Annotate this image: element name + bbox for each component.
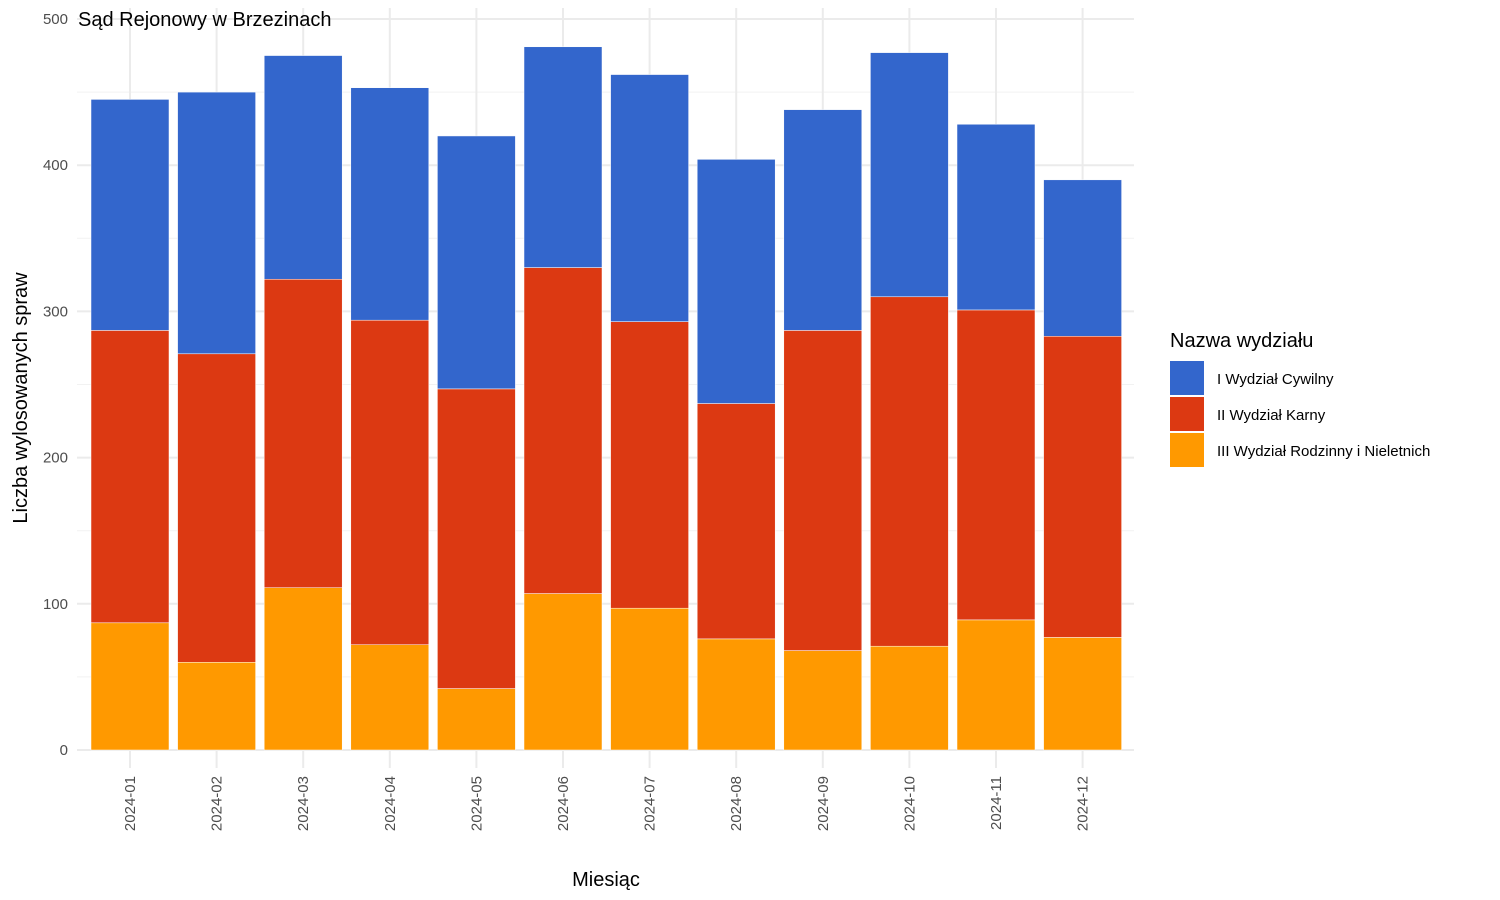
x-tick-label: 2024-12 <box>1075 776 1092 831</box>
x-tick-label: 2024-07 <box>642 776 659 831</box>
bar-2024-07-series-2 <box>610 321 689 609</box>
bar-2024-11-series-2 <box>956 309 1036 621</box>
legend-swatch <box>1170 433 1204 467</box>
x-tick-label: 2024-05 <box>468 776 485 831</box>
bar-2024-06-series-2 <box>523 267 603 594</box>
legend-label: I Wydział Cywilny <box>1217 371 1334 388</box>
bar-2024-09-series-2 <box>783 330 863 651</box>
bar-2024-03-series-2 <box>263 278 343 588</box>
x-tick-label: 2024-04 <box>382 776 399 831</box>
y-tick-label: 400 <box>43 157 68 174</box>
y-tick-label: 300 <box>43 303 68 320</box>
bar-2024-02-series-1 <box>177 662 256 751</box>
bar-2024-04-series-1 <box>350 644 430 751</box>
legend: Nazwa wydziału I Wydział Cywilny II Wydzi… <box>1170 330 1430 467</box>
bar-2024-08-series-3 <box>696 159 776 404</box>
legend-label: III Wydział Rodzinny i Nieletnich <box>1217 443 1430 460</box>
bar-2024-01-series-3 <box>90 99 170 331</box>
bar-2024-05-series-3 <box>437 135 516 390</box>
bar-2024-11-series-1 <box>956 619 1036 751</box>
x-axis-title: Miesiąc <box>572 869 640 891</box>
bar-2024-08-series-2 <box>696 403 776 640</box>
bar-2024-10-series-1 <box>870 645 949 751</box>
bar-2024-05-series-1 <box>437 688 516 751</box>
bar-2024-06-series-3 <box>523 46 603 268</box>
bar-2024-09-series-3 <box>783 109 863 331</box>
bar-2024-07-series-3 <box>610 74 689 322</box>
bar-2024-04-series-2 <box>350 319 430 645</box>
y-tick-label: 200 <box>43 450 68 467</box>
bar-2024-02-series-3 <box>177 91 256 355</box>
x-tick-label: 2024-09 <box>815 776 832 831</box>
bar-2024-10-series-2 <box>870 296 949 647</box>
legend-items: I Wydział Cywilny II Wydział Karny III Wyd… <box>1170 361 1430 467</box>
legend-label: II Wydział Karny <box>1217 407 1326 424</box>
x-tick-label: 2024-08 <box>728 776 745 831</box>
y-tick-label: 500 <box>43 11 68 28</box>
bar-2024-07-series-1 <box>610 607 689 751</box>
bar-2024-12-series-3 <box>1043 179 1122 337</box>
y-tick-label: 0 <box>60 742 68 759</box>
y-tick-label: 100 <box>43 596 68 613</box>
x-tick-label: 2024-06 <box>555 776 572 831</box>
legend-title: Nazwa wydziału <box>1170 330 1313 352</box>
legend-swatch <box>1170 361 1204 395</box>
x-tick-label: 2024-03 <box>295 776 312 831</box>
bar-2024-01-series-1 <box>90 622 170 751</box>
bar-2024-01-series-2 <box>90 330 170 624</box>
bars <box>90 46 1122 751</box>
bar-2024-04-series-3 <box>350 87 430 321</box>
bar-2024-03-series-3 <box>263 55 343 280</box>
x-tick-label: 2024-01 <box>122 776 139 831</box>
x-tick-label: 2024-11 <box>988 776 1005 830</box>
bar-2024-03-series-1 <box>263 587 343 751</box>
y-axis-tick-labels: 0 100 200 300 400 500 <box>43 11 68 759</box>
bar-2024-02-series-2 <box>177 353 256 663</box>
bar-2024-12-series-1 <box>1043 637 1122 751</box>
bar-2024-08-series-1 <box>696 638 776 751</box>
bar-2024-12-series-2 <box>1043 336 1122 638</box>
bar-2024-05-series-2 <box>437 388 516 689</box>
x-tick-label: 2024-10 <box>901 776 918 831</box>
bar-2024-09-series-1 <box>783 650 863 751</box>
bar-2024-11-series-3 <box>956 124 1036 311</box>
bar-2024-06-series-1 <box>523 593 603 751</box>
x-tick-label: 2024-02 <box>209 776 226 831</box>
y-axis-title: Liczba wylosowanych spraw <box>10 272 32 524</box>
bar-2024-10-series-3 <box>870 52 949 298</box>
x-axis-tick-labels: 2024-01 2024-02 2024-03 2024-04 2024-05 2024-… <box>122 776 1092 831</box>
legend-swatch <box>1170 397 1204 431</box>
chart-title: Sąd Rejonowy w Brzezinach <box>78 9 331 31</box>
